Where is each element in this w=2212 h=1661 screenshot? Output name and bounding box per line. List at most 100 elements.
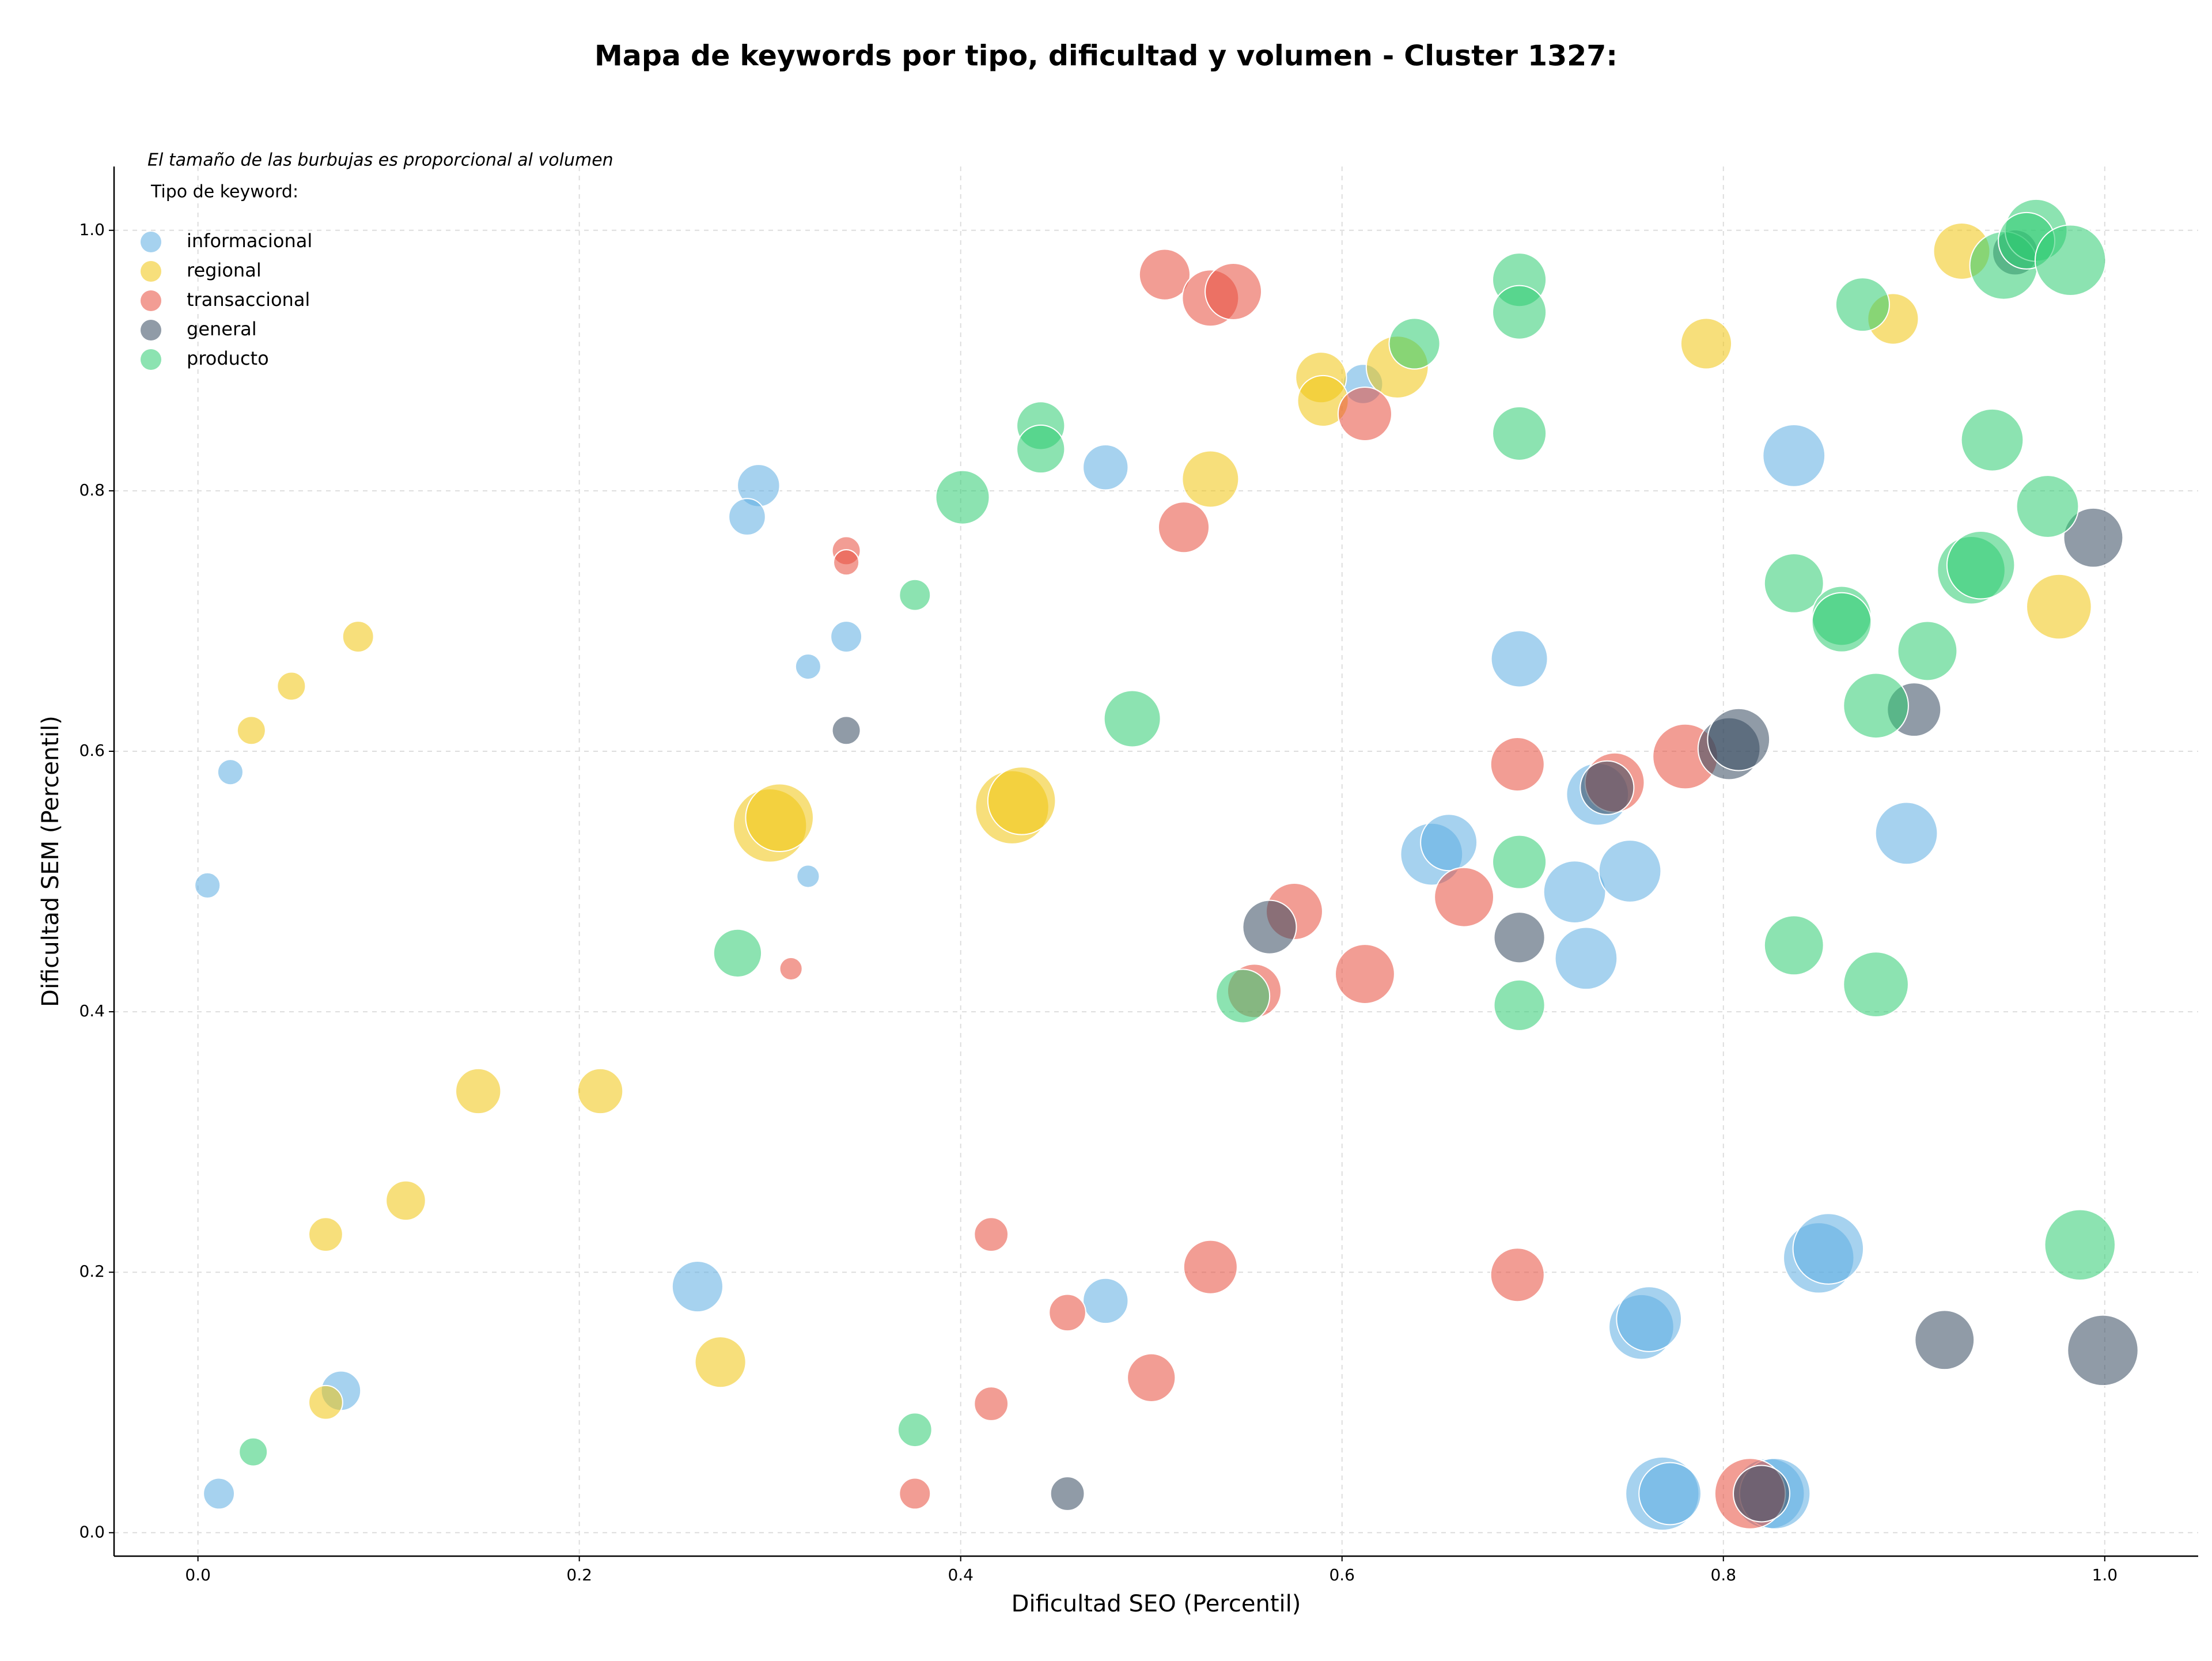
bubble	[713, 928, 763, 978]
bubble	[1082, 444, 1129, 491]
bubble	[1181, 450, 1240, 508]
bubble	[899, 578, 931, 611]
bubble	[1580, 760, 1635, 815]
x-tick-label: 0.8	[1711, 1565, 1737, 1584]
y-axis-label: Dificultad SEM (Percentil)	[37, 716, 64, 1007]
legend-marker	[141, 290, 161, 311]
bubble	[899, 1477, 931, 1510]
bubble	[935, 470, 990, 525]
bubble	[1434, 867, 1495, 928]
bubble	[1082, 1277, 1129, 1325]
bubble	[1490, 630, 1548, 688]
bubble	[1843, 951, 1909, 1017]
bubble	[1050, 1476, 1085, 1511]
bubble	[1492, 285, 1547, 340]
bubble	[987, 766, 1056, 835]
bubble	[974, 1217, 1009, 1253]
bubble	[2026, 573, 2092, 640]
bubble	[831, 716, 861, 746]
x-tick-label: 0.2	[566, 1565, 592, 1584]
bubble	[1960, 408, 2024, 472]
bubble	[1215, 968, 1271, 1024]
bubble	[1388, 317, 1441, 370]
bubble	[897, 1412, 933, 1448]
legend-marker	[141, 232, 161, 252]
legend-label: informacional	[187, 230, 312, 252]
legend-marker	[141, 349, 161, 370]
bubble	[1811, 592, 1872, 653]
bubble	[794, 653, 821, 680]
y-tick-label: 0.4	[79, 1001, 105, 1020]
bubble	[1897, 620, 1958, 682]
bubble	[2067, 1314, 2139, 1387]
bubble	[2034, 224, 2107, 296]
bubble	[276, 671, 306, 701]
bubble	[1493, 979, 1546, 1031]
y-tick-label: 1.0	[79, 220, 105, 239]
bubble	[455, 1068, 502, 1115]
bubble	[1157, 501, 1210, 554]
bubble	[1835, 277, 1890, 332]
bubble	[1946, 530, 2016, 600]
bubble	[1638, 1462, 1702, 1526]
bubble	[1048, 1293, 1086, 1332]
bubble	[1335, 944, 1395, 1004]
bubble	[1843, 672, 1909, 739]
legend-title: Tipo de keyword:	[150, 182, 298, 202]
bubble	[1680, 317, 1733, 370]
bubble	[1242, 899, 1297, 955]
bubble	[796, 864, 820, 888]
bubble	[203, 1477, 235, 1510]
bubble	[2016, 475, 2080, 538]
legend-label: general	[187, 318, 257, 340]
bubble	[1138, 248, 1191, 301]
bubble	[217, 759, 244, 786]
bubble	[1598, 839, 1662, 903]
bubble	[974, 1386, 1009, 1421]
y-tick-label: 0.6	[79, 741, 105, 760]
bubble	[728, 498, 766, 536]
legend-label: transaccional	[187, 289, 310, 311]
bubble	[194, 872, 221, 899]
x-tick-label: 0.4	[948, 1565, 974, 1584]
bubble	[1493, 911, 1546, 964]
legend-label: producto	[187, 347, 269, 369]
bubble	[833, 549, 860, 576]
bubble	[236, 716, 266, 746]
bubble	[779, 956, 803, 981]
bubble	[1763, 553, 1824, 614]
bubble	[1420, 814, 1478, 872]
bubble	[1492, 834, 1547, 890]
bubble	[1103, 690, 1161, 748]
bubble	[308, 1217, 343, 1253]
bubble	[238, 1437, 268, 1467]
bubble	[1707, 707, 1771, 771]
bubble	[671, 1260, 724, 1313]
bubble	[1616, 1286, 1683, 1352]
bubble	[2044, 1209, 2116, 1281]
bubble	[1914, 1310, 1975, 1371]
bubble	[1762, 423, 1826, 487]
bubble	[308, 1384, 343, 1420]
bubble	[1183, 1239, 1238, 1295]
bubble	[1732, 1465, 1790, 1523]
bubble	[694, 1336, 747, 1388]
bubble	[1205, 263, 1263, 320]
size-note: El tamaño de las burbujas es proporciona…	[147, 150, 613, 171]
bubble	[1490, 737, 1545, 792]
x-axis-label: Dificultad SEO (Percentil)	[1012, 1591, 1301, 1617]
x-tick-label: 1.0	[2092, 1565, 2118, 1584]
bubble	[745, 783, 815, 853]
bubble	[1874, 801, 1938, 865]
legend-label: regional	[187, 259, 262, 281]
bubble	[2063, 507, 2124, 568]
y-tick-label: 0.0	[79, 1522, 105, 1541]
bubble	[1337, 386, 1392, 442]
bubble	[1543, 860, 1607, 924]
bubble	[577, 1068, 624, 1115]
bubble	[1554, 926, 1618, 990]
bubble	[1792, 1213, 1865, 1285]
legend-marker	[141, 320, 161, 340]
bubble	[385, 1180, 426, 1221]
